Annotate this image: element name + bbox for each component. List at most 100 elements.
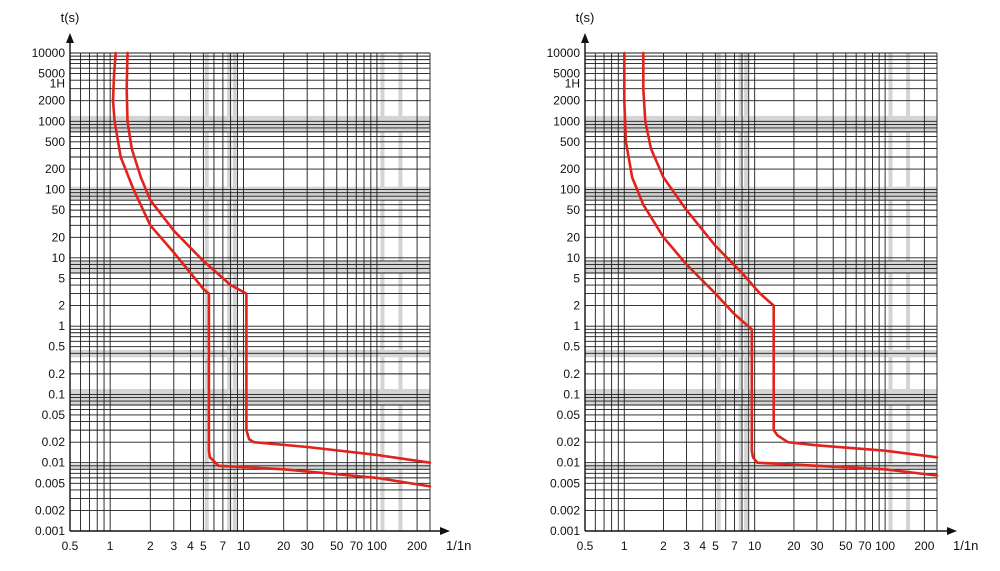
y-tick-label: 0.005 xyxy=(550,476,580,490)
y-tick-label: 5 xyxy=(573,271,580,285)
x-tick-label: 0.5 xyxy=(577,539,594,553)
y-tick-label: 0.1 xyxy=(563,387,580,401)
x-tick-label: 3 xyxy=(683,539,690,553)
curve-lower-bound xyxy=(622,51,939,477)
y-tick-label: 500 xyxy=(560,135,580,149)
grid-band xyxy=(70,389,430,406)
y-tick-label: 1000 xyxy=(553,114,580,128)
y-tick-label: 0.02 xyxy=(42,435,66,449)
y-tick-label: 2000 xyxy=(38,94,65,108)
y-tick-label: 0.2 xyxy=(563,367,580,381)
curve-lower-bound xyxy=(111,51,432,488)
grid-band xyxy=(70,186,430,201)
chart-panel-right: 0.001 0.002 0.005 0.01 0.02 0.05 0.1 0.2 0.5 1 2 5 1… xyxy=(547,10,979,553)
y-tick-label: 0.2 xyxy=(48,367,65,381)
grid-band xyxy=(380,53,385,531)
y-tick-label: 0.002 xyxy=(35,503,65,517)
x-tick-label: 50 xyxy=(839,539,853,553)
y-tick-label: 0.002 xyxy=(550,503,580,517)
grid-band xyxy=(70,260,430,274)
grid-band xyxy=(227,53,232,531)
y-tick-label: 500 xyxy=(45,135,65,149)
x-tick-label: 30 xyxy=(810,539,824,553)
x-tick-label: 2 xyxy=(147,539,154,553)
x-tick-label: 7 xyxy=(220,539,227,553)
x-tick-label: 200 xyxy=(407,539,427,553)
chart-panel-left: 0.001 0.002 0.005 0.01 0.02 0.05 0.1 0.2 0.5 1 2 5 1… xyxy=(32,10,472,553)
y-tick-label: 5000 xyxy=(38,67,65,81)
x-tick-label: 5 xyxy=(200,539,207,553)
y-tick-label: 20 xyxy=(52,230,66,244)
x-axis-arrow xyxy=(947,527,957,535)
x-tick-label: 10 xyxy=(748,539,762,553)
grid-band xyxy=(716,53,721,531)
y-tick-label: 1H xyxy=(50,76,65,90)
y-tick-label: 10 xyxy=(567,251,581,265)
x-tick-label: 5 xyxy=(712,539,719,553)
y-axis-arrow xyxy=(581,33,589,43)
x-tick-label: 1 xyxy=(621,539,628,553)
y-tick-label: 1 xyxy=(58,319,65,333)
grid-band xyxy=(585,389,937,406)
x-tick-label: 200 xyxy=(914,539,934,553)
x-tick-label: 2 xyxy=(660,539,667,553)
x-tick-label: 1 xyxy=(107,539,114,553)
x-tick-label: 70 xyxy=(350,539,364,553)
y-tick-label: 1000 xyxy=(38,114,65,128)
y-tick-label: 100 xyxy=(45,183,65,197)
x-axis-arrow xyxy=(440,527,450,535)
grid-band xyxy=(585,260,937,274)
y-axis-label: t(s) xyxy=(576,10,595,25)
y-tick-label: 0.001 xyxy=(550,524,580,538)
y-tick-label: 200 xyxy=(560,162,580,176)
grid-band xyxy=(70,115,430,132)
x-tick-label: 7 xyxy=(731,539,738,553)
y-tick-label: 0.01 xyxy=(557,456,581,470)
y-tick-label: 100 xyxy=(560,183,580,197)
grid-band xyxy=(232,53,237,531)
x-tick-label: 4 xyxy=(187,539,194,553)
x-tick-label: 20 xyxy=(277,539,291,553)
y-tick-label: 10 xyxy=(52,251,66,265)
grid-band xyxy=(888,53,893,531)
x-tick-label: 4 xyxy=(699,539,706,553)
grid-band xyxy=(744,53,749,531)
x-tick-label: 30 xyxy=(300,539,314,553)
grid-band xyxy=(585,464,937,470)
x-tick-label: 100 xyxy=(367,539,387,553)
y-tick-label: 2000 xyxy=(553,94,580,108)
x-tick-label: 3 xyxy=(170,539,177,553)
y-axis-arrow xyxy=(66,33,74,43)
curve-upper-bound xyxy=(641,51,939,459)
x-tick-label: 100 xyxy=(875,539,895,553)
y-tick-label: 0.001 xyxy=(35,524,65,538)
grid-band xyxy=(906,53,911,531)
x-tick-label: 50 xyxy=(330,539,344,553)
y-tick-label: 0.1 xyxy=(48,387,65,401)
y-axis-label: t(s) xyxy=(61,10,80,25)
x-axis-label: 1/1n xyxy=(446,538,471,553)
grid-band xyxy=(738,53,743,531)
y-tick-label: 200 xyxy=(45,162,65,176)
grid-band xyxy=(585,115,937,132)
y-tick-label: 0.5 xyxy=(563,340,580,354)
y-tick-label: 2 xyxy=(573,299,580,313)
y-tick-label: 5000 xyxy=(553,67,580,81)
curve-upper-bound xyxy=(125,51,432,465)
y-tick-label: 10000 xyxy=(32,46,66,60)
y-tick-label: 0.05 xyxy=(42,408,66,422)
y-tick-label: 0.05 xyxy=(557,408,581,422)
y-tick-label: 5 xyxy=(58,271,65,285)
y-tick-label: 0.005 xyxy=(35,476,65,490)
y-tick-label: 1H xyxy=(565,76,580,90)
y-tick-label: 20 xyxy=(567,230,581,244)
x-tick-label: 20 xyxy=(787,539,801,553)
x-tick-label: 70 xyxy=(858,539,872,553)
x-tick-label: 0.5 xyxy=(62,539,79,553)
y-tick-label: 50 xyxy=(567,203,581,217)
y-tick-label: 2 xyxy=(58,299,65,313)
y-tick-label: 1 xyxy=(573,319,580,333)
y-tick-label: 50 xyxy=(52,203,66,217)
y-tick-label: 0.5 xyxy=(48,340,65,354)
